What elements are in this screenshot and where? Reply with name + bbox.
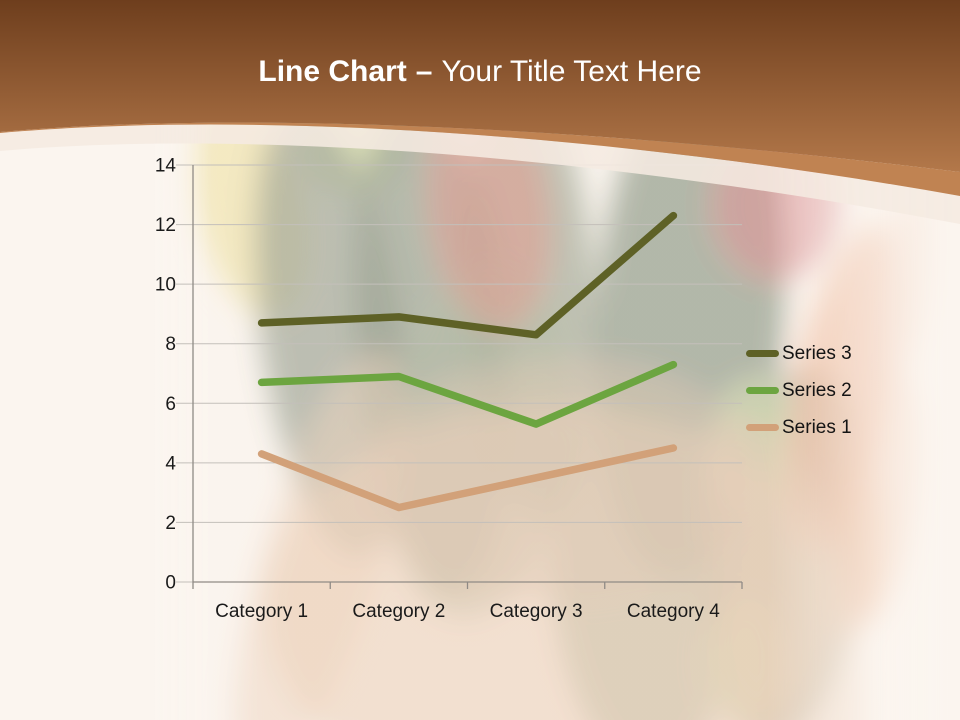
slide-title: Line Chart – Your Title Text Here: [0, 54, 960, 90]
y-axis-tick-label: 14: [155, 156, 177, 177]
x-axis-category-label: Category 4: [627, 601, 720, 622]
series-1-line-marker-icon: [746, 424, 779, 431]
series-3-line-marker-icon: [746, 350, 779, 357]
legend-item-series-3: Series 3: [746, 335, 852, 372]
header-accent-stripe: [0, 122, 960, 196]
header-brown-band: [0, 0, 960, 172]
legend-label: Series 3: [782, 342, 852, 364]
x-axis-category-label: Category 3: [490, 601, 583, 622]
y-axis-tick-label: 6: [165, 394, 176, 415]
x-axis-category-label: Category 1: [215, 601, 308, 622]
y-axis-tick-label: 4: [165, 453, 176, 474]
y-axis-tick-label: 0: [165, 573, 176, 594]
header-band: [0, 0, 960, 224]
legend-item-series-2: Series 2: [746, 372, 852, 409]
chart-legend: Series 3 Series 2 Series 1: [746, 335, 852, 446]
header-under-stripe: [0, 124, 960, 224]
x-axis-category-label: Category 2: [352, 601, 445, 622]
series-line-series-2: [257, 360, 678, 428]
y-axis-tick-label: 12: [155, 215, 176, 236]
title-prefix: Line Chart: [258, 55, 407, 88]
legend-item-series-1: Series 1: [746, 409, 852, 446]
legend-label: Series 1: [782, 416, 852, 438]
series-2-line-marker-icon: [746, 387, 779, 394]
y-axis-tick-label: 10: [155, 275, 176, 296]
title-text: Your Title Text Here: [441, 55, 702, 88]
series-line-series-1: [257, 444, 678, 512]
series-line-series-3: [257, 211, 678, 339]
y-axis-tick-label: 2: [165, 513, 176, 534]
title-separator: –: [415, 55, 433, 88]
legend-label: Series 2: [782, 379, 852, 401]
y-axis-tick-label: 8: [165, 334, 176, 355]
